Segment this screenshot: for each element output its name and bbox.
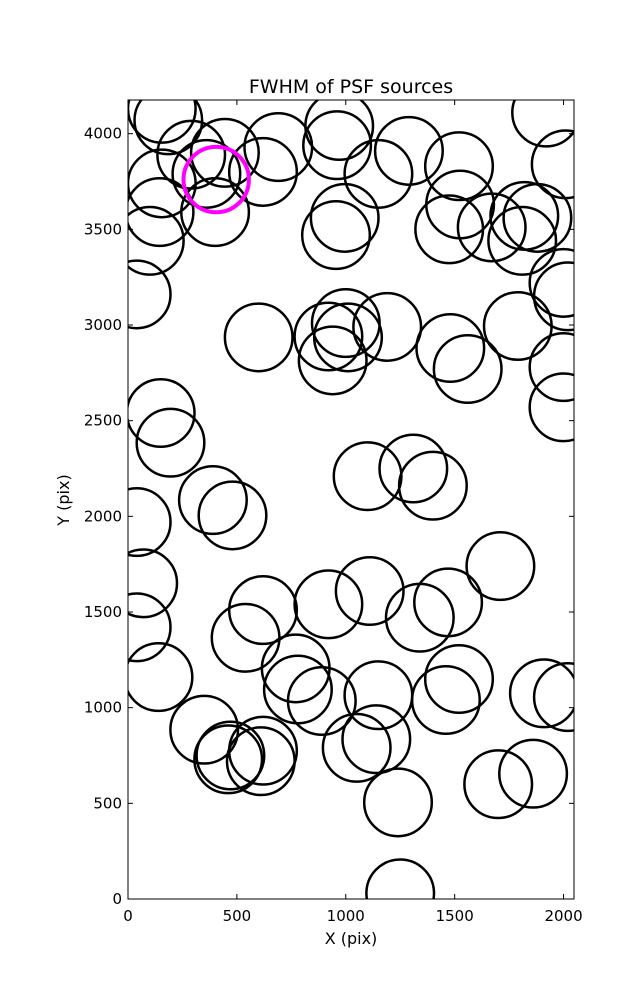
x-axis: 0 500 1000 1500 2000 (123, 100, 583, 925)
source-circle (180, 177, 251, 248)
x-tick-label: 2000 (544, 907, 582, 925)
y-tick-label: 0 (112, 890, 122, 908)
source-circle (487, 205, 558, 276)
source-circle (128, 592, 172, 663)
y-tick-label: 500 (93, 794, 122, 812)
source-circle (432, 333, 503, 405)
source-circle (128, 548, 179, 619)
y-tick-label: 1000 (84, 699, 122, 717)
x-tick-label: 1000 (327, 907, 365, 925)
chart-title: FWHM of PSF sources (249, 76, 453, 98)
source-circle (528, 332, 574, 403)
source-circle (293, 569, 364, 640)
source-circle (362, 767, 434, 838)
source-circle (378, 433, 449, 504)
circle-marks (128, 100, 574, 899)
source-circle (195, 720, 266, 791)
y-tick-label: 1500 (84, 603, 122, 621)
plot-area (128, 100, 574, 899)
highlighted-source-circle (181, 144, 251, 215)
source-circle (312, 302, 384, 373)
y-tick-label: 2000 (84, 507, 122, 525)
source-circle (197, 480, 268, 551)
x-tick-label: 1500 (436, 907, 474, 925)
source-circle (193, 724, 264, 795)
source-circle (482, 290, 553, 362)
source-circle (293, 301, 364, 372)
source-circle (532, 662, 574, 733)
source-circle (225, 726, 296, 797)
source-circle (423, 131, 495, 202)
source-circle (423, 643, 495, 715)
source-circle (189, 117, 260, 188)
source-circle (133, 100, 204, 156)
source-circle (508, 658, 574, 729)
source-circle (304, 100, 375, 162)
x-tick-label: 500 (223, 907, 252, 925)
source-circle (223, 302, 294, 373)
source-circle (135, 407, 206, 478)
y-tick-label: 3000 (84, 316, 122, 334)
source-circle (177, 465, 248, 536)
source-circle (528, 372, 574, 443)
x-tick-label: 0 (123, 907, 133, 925)
plot-frame (127, 99, 575, 900)
source-circle (286, 665, 357, 737)
y-tick-label: 4000 (84, 125, 122, 143)
source-circle (128, 259, 172, 330)
source-circle (227, 575, 299, 646)
source-circle (528, 247, 574, 318)
source-circle (300, 200, 372, 271)
source-circle (128, 100, 197, 144)
source-circle (511, 100, 574, 148)
source-circle (465, 531, 536, 602)
source-circle (498, 738, 569, 809)
source-circle (128, 205, 185, 276)
source-circle (302, 110, 373, 181)
source-circle (343, 138, 414, 209)
source-circle (297, 325, 368, 396)
source-circle (341, 704, 412, 775)
y-axis-label: Y (pix) (54, 474, 73, 526)
source-circle (128, 377, 196, 449)
y-axis: 0 500 1000 1500 2000 2500 3000 3500 4000 (84, 125, 574, 908)
source-circle (321, 712, 392, 783)
source-circle (365, 858, 436, 899)
source-circle (373, 115, 444, 186)
source-circle (410, 664, 481, 736)
source-circle (309, 182, 380, 253)
x-axis-label: X (pix) (325, 929, 378, 948)
source-circle (413, 567, 484, 638)
source-circle (128, 487, 172, 558)
source-circle (334, 555, 405, 627)
source-circle (128, 177, 195, 248)
source-circle (227, 136, 299, 207)
source-circle (414, 194, 485, 265)
y-tick-label: 2500 (84, 412, 122, 430)
source-circle (397, 450, 468, 521)
source-circle (530, 129, 574, 200)
source-circle (171, 138, 242, 209)
source-circle (463, 749, 534, 820)
source-circle (128, 642, 194, 713)
source-circle (456, 192, 527, 263)
source-circle (415, 312, 486, 384)
y-tick-label: 3500 (84, 220, 122, 238)
source-circle (352, 291, 423, 362)
